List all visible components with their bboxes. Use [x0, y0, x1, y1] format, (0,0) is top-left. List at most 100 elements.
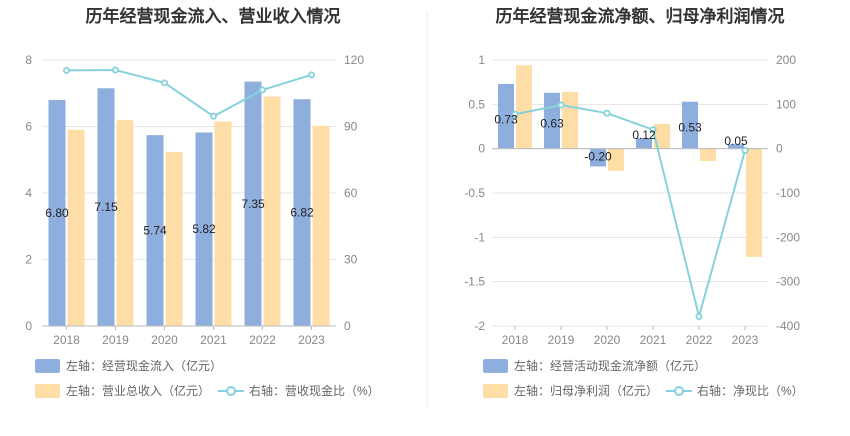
bar-series: [48, 81, 330, 327]
left-axis-tick-label: 4: [25, 186, 32, 200]
legend-item[interactable]: 左轴：经营现金流入（亿元）: [66, 358, 222, 373]
bar-primary[interactable]: [146, 135, 164, 326]
legend-item[interactable]: 右轴：营收现金比（%）: [249, 383, 380, 398]
bar-secondary[interactable]: [312, 125, 330, 327]
data-labels: 0.73 0.63 -0.20 0.12 0.53 0.05: [494, 113, 748, 164]
bar-primary[interactable]: [97, 88, 115, 326]
left-axis-tick-label: 6: [25, 120, 32, 134]
left-axis-ticks: 0 2 4 6 8: [25, 53, 32, 333]
line-point[interactable]: [63, 66, 71, 74]
line-point[interactable]: [695, 313, 703, 321]
right-axis-tick-label: 60: [344, 186, 358, 200]
line-series: [511, 101, 749, 321]
line-path: [66, 68, 312, 118]
bar-value-label: 5.74: [143, 224, 167, 238]
x-axis-tick-label: 2018: [502, 333, 529, 347]
line-point[interactable]: [112, 66, 120, 74]
legend-swatch-bar-secondary: [35, 384, 60, 398]
left-axis-tick-label: -1: [474, 230, 485, 244]
right-axis-tick-label: 200: [776, 53, 796, 67]
bar-secondary[interactable]: [67, 129, 85, 326]
right-axis-tick-label: 30: [344, 253, 358, 267]
legend-swatch-bar-primary: [35, 359, 60, 373]
bar-secondary[interactable]: [700, 148, 716, 162]
legend-swatch-bar-primary: [483, 359, 508, 373]
legend-item[interactable]: 左轴：营业总收入（亿元）: [66, 383, 210, 398]
legend-item[interactable]: 左轴：归母净利润（亿元）: [514, 383, 658, 398]
bar-value-label: 0.63: [540, 117, 564, 131]
x-axis-tick-label: 2019: [102, 333, 129, 347]
chart-title: 历年经营现金流净额、归母净利润情况: [496, 6, 785, 26]
left-axis-tick-label: 0: [25, 319, 32, 333]
bar-primary[interactable]: [682, 101, 698, 149]
right-axis-tick-label: 120: [344, 53, 364, 67]
chart-title: 历年经营现金流入、营业收入情况: [86, 6, 341, 26]
bar-secondary[interactable]: [654, 123, 670, 149]
line-point[interactable]: [307, 71, 315, 79]
legend-item[interactable]: 左轴：经营活动现金流净额（亿元）: [514, 358, 706, 373]
legend[interactable]: 左轴：经营活动现金流净额（亿元） 左轴：归母净利润（亿元） 右轴：净现比（%）: [483, 358, 804, 398]
bar-primary[interactable]: [728, 144, 744, 149]
right-axis-ticks: 0 30 60 90 120: [344, 53, 364, 333]
legend-swatch-line-marker: [226, 386, 236, 396]
left-axis-tick-label: 1: [478, 53, 485, 67]
x-axis-tick-label: 2023: [298, 333, 325, 347]
bar-primary[interactable]: [195, 132, 213, 326]
x-axis-tick-label: 2021: [200, 333, 227, 347]
legend[interactable]: 左轴：经营现金流入（亿元） 左轴：营业总收入（亿元） 右轴：营收现金比（%）: [35, 358, 380, 398]
legend-swatch-bar-secondary: [483, 384, 508, 398]
x-axis-tick-label: 2020: [151, 333, 178, 347]
line-point[interactable]: [209, 112, 217, 120]
bar-secondary[interactable]: [562, 91, 578, 149]
bar-secondary[interactable]: [608, 148, 624, 171]
bar-primary[interactable]: [48, 99, 66, 327]
bar-secondary[interactable]: [516, 65, 532, 149]
bar-series: [498, 65, 762, 257]
right-axis-tick-label: -200: [776, 230, 800, 244]
x-axis-tick-label: 2018: [53, 333, 80, 347]
grid-lines: [492, 59, 768, 327]
bar-primary[interactable]: [498, 83, 514, 149]
right-axis-tick-label: 100: [776, 97, 796, 111]
right-axis-tick-label: -300: [776, 275, 800, 289]
bar-secondary[interactable]: [116, 119, 134, 326]
line-point[interactable]: [603, 109, 611, 117]
bar-value-label: 6.80: [45, 206, 69, 220]
right-axis-tick-label: -400: [776, 319, 800, 333]
bar-primary[interactable]: [590, 148, 606, 167]
bar-value-label: 7.35: [241, 197, 265, 211]
bar-value-label: 6.82: [290, 206, 314, 220]
line-point[interactable]: [160, 79, 168, 87]
right-axis-ticks: -400 -300 -200 -100 0 100 200: [776, 53, 800, 333]
legend-item[interactable]: 右轴：净现比（%）: [697, 383, 804, 398]
right-axis-tick-label: 90: [344, 120, 358, 134]
bar-secondary[interactable]: [263, 96, 281, 326]
bar-secondary[interactable]: [214, 121, 232, 326]
line-point[interactable]: [741, 146, 749, 154]
line-point[interactable]: [557, 101, 565, 109]
bar-secondary[interactable]: [746, 148, 762, 257]
line-point[interactable]: [258, 86, 266, 94]
line-point[interactable]: [649, 126, 657, 134]
bar-value-label: 0.05: [724, 134, 748, 148]
bar-primary[interactable]: [636, 138, 652, 149]
left-axis-tick-label: 0.5: [468, 97, 485, 111]
line-path: [514, 104, 746, 321]
bar-primary[interactable]: [244, 81, 262, 326]
bar-value-label: 0.12: [632, 128, 656, 142]
chart-panel-netcash-profit: 历年经营现金流净额、归母净利润情况 -2 -1.5 -1 -0.5 0 0.5 1 -400…: [464, 6, 804, 398]
legend-swatch-line-marker: [674, 386, 684, 396]
bar-primary[interactable]: [293, 99, 311, 326]
x-axis: 2018 2019 2020 2021 2022 2023: [42, 325, 336, 347]
right-axis-tick-label: 0: [776, 142, 783, 156]
x-axis: 2018 2019 2020 2021 2022 2023: [492, 148, 768, 347]
line-point[interactable]: [511, 110, 519, 118]
x-axis-tick-label: 2021: [640, 333, 667, 347]
left-axis-tick-label: -0.5: [464, 186, 485, 200]
x-axis-tick-label: 2023: [732, 333, 759, 347]
bar-value-label: 0.73: [494, 113, 518, 127]
bar-secondary[interactable]: [165, 152, 183, 326]
bar-value-label: 7.15: [94, 200, 118, 214]
